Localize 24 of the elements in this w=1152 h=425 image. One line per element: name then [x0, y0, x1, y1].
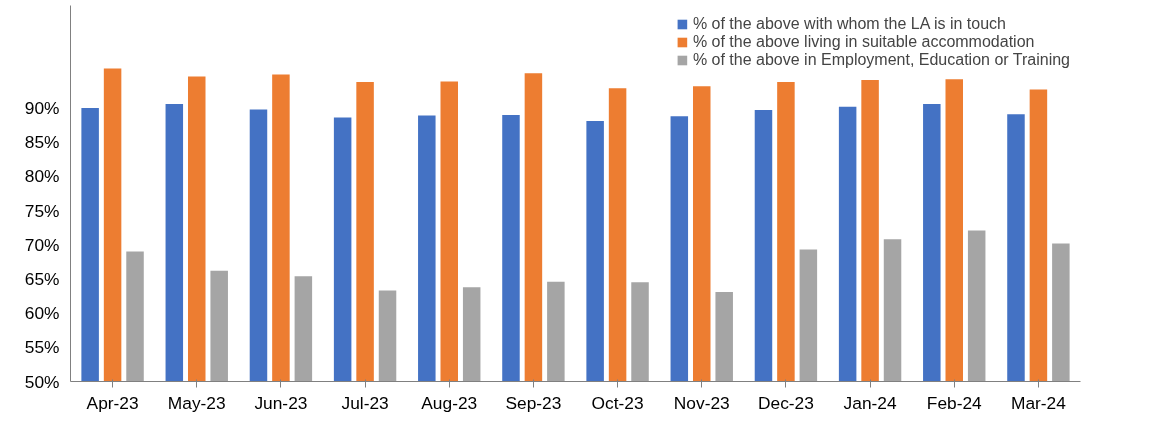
- y-tick-label: 80%: [24, 166, 60, 187]
- x-tick-label: Apr-23: [86, 392, 139, 413]
- x-tick-label: Feb-24: [926, 392, 983, 413]
- y-tick-label: 90%: [24, 98, 60, 119]
- legend-label: % of the above with whom the LA is in touch: [692, 15, 1006, 33]
- x-tick-label: Jun-23: [254, 392, 308, 413]
- x-tick-label: Mar-24: [1010, 392, 1067, 413]
- x-tick-label: Dec-23: [757, 392, 814, 413]
- legend-label: % of the above living in suitable accommodation: [692, 33, 1035, 51]
- x-tick-label: Jan-24: [843, 392, 897, 413]
- y-tick-label: 65%: [24, 268, 60, 289]
- x-tick-label: Jul-23: [341, 392, 389, 413]
- y-tick-label: 75%: [24, 200, 60, 221]
- x-tick-label: Aug-23: [421, 392, 478, 413]
- y-tick-label: 60%: [24, 303, 60, 324]
- y-tick-label: 85%: [24, 132, 60, 153]
- y-tick-label: 50%: [24, 371, 60, 392]
- x-tick-label: Sep-23: [505, 392, 562, 413]
- x-tick-label: May-23: [167, 392, 226, 413]
- x-tick-label: Oct-23: [591, 392, 644, 413]
- x-tick-label: Nov-23: [673, 392, 730, 413]
- y-tick-label: 70%: [24, 234, 60, 255]
- legend-label: % of the above in Employment, Education or Training: [692, 51, 1070, 69]
- y-tick-label: 55%: [24, 337, 60, 358]
